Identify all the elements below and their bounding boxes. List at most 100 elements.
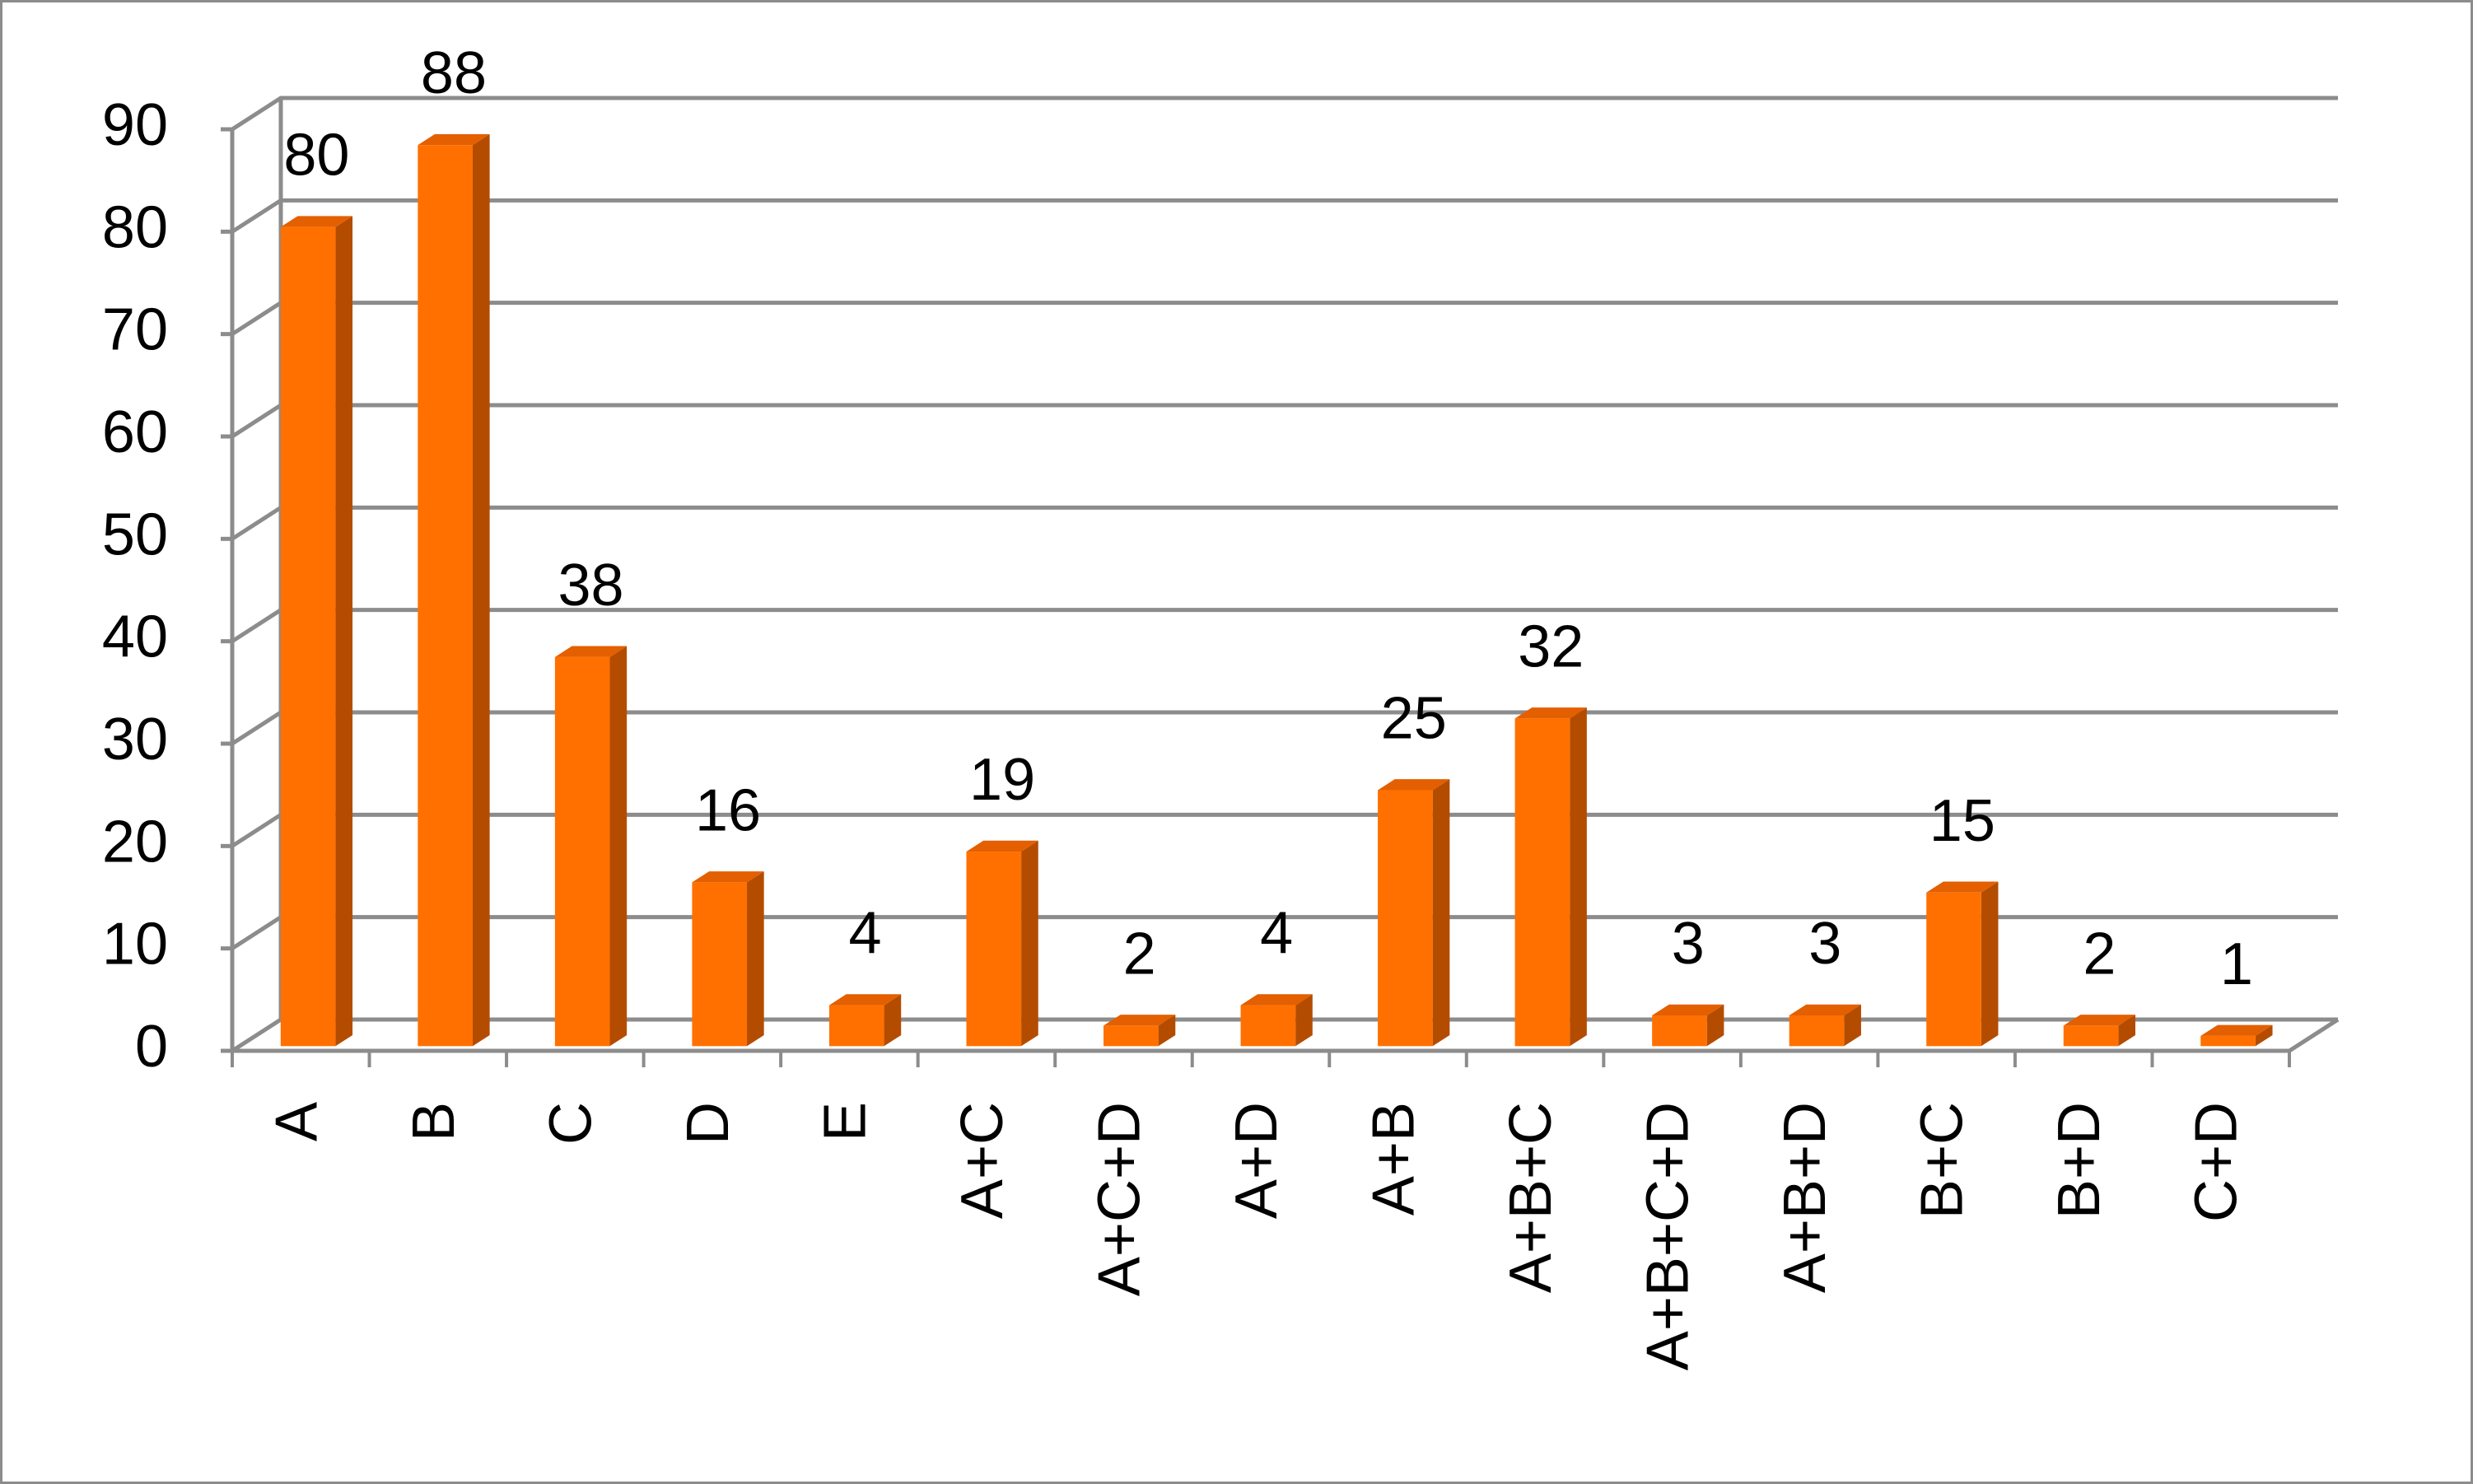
bar-top [692,871,764,883]
bar-side [1158,1015,1176,1047]
bar-side [2118,1015,2136,1047]
bar-side [609,646,628,1047]
bar-front [1104,1025,1159,1047]
bar-top [554,646,628,657]
bar [2200,1024,2273,1047]
bar-top [1514,707,1587,719]
bar-side [884,994,902,1047]
x-tick-label: A [264,1102,329,1141]
bar-front [1926,892,1981,1047]
bar-top [418,133,490,146]
value-label: 4 [1260,901,1293,967]
bar-side [747,871,764,1047]
x-tick-label: D [675,1102,741,1145]
bar [692,871,764,1047]
bar [1104,1015,1176,1047]
bar-front [1378,790,1433,1047]
value-label: 1 [2220,931,2253,997]
value-label: 25 [1381,685,1447,751]
value-label: 19 [969,747,1035,813]
y-tick-label: 50 [102,502,168,567]
value-label: 3 [1672,911,1705,977]
bar-top [1240,994,1313,1006]
bar-top [2200,1024,2273,1036]
grid-line [231,198,2338,234]
y-tick-label: 30 [102,707,168,772]
floor-right-edge [2288,1017,2340,1053]
value-label: 16 [695,777,761,843]
value-label: 2 [1123,921,1156,987]
bar [828,994,902,1047]
value-label: 32 [1518,614,1584,679]
x-tick-label: A+B+C [1498,1102,1564,1293]
bar-side [335,216,353,1047]
bar-front [692,882,748,1047]
bar-front [2200,1035,2256,1047]
value-label: 3 [1808,911,1841,977]
x-tick-label: A+C [950,1102,1015,1219]
bar-top [1378,779,1450,791]
bar-top [1789,1004,1861,1015]
bar [966,840,1038,1047]
bar-top [828,994,902,1006]
value-label: 38 [558,553,623,618]
x-tick-label: B+D [2046,1102,2112,1219]
bar-side [1844,1004,1861,1047]
bar [1926,881,1999,1047]
bar-front [2063,1025,2119,1047]
bar [1378,779,1450,1047]
x-tick-label: A+C+D [1086,1102,1152,1296]
bar [2063,1015,2136,1047]
bar-top [1104,1015,1176,1026]
x-tick-label: C+D [2184,1102,2250,1222]
bar-front [418,145,473,1047]
value-label: 88 [421,40,487,106]
bar-side [1021,840,1038,1047]
bar-front [1240,1005,1296,1047]
x-tick-label: B+C [1910,1102,1976,1219]
x-tick-label: E [812,1102,878,1141]
bar [418,133,490,1047]
bar [1240,994,1313,1047]
bar-top [1652,1004,1724,1015]
bar-top [2063,1015,2136,1026]
bar-side [1981,881,1999,1047]
value-label: 4 [849,901,882,967]
x-tick-label: C [538,1102,604,1145]
bar-side [1570,707,1587,1047]
bar-front [280,226,336,1047]
y-tick-label: 20 [102,809,168,875]
bar-top [966,840,1038,852]
bar [280,216,353,1047]
bar-side [472,133,490,1047]
x-tick-label: A+B+C+D [1635,1102,1701,1370]
y-tick-label: 0 [135,1014,168,1080]
bar-top [280,216,353,227]
bar-side [1432,779,1450,1047]
x-tick-label: B [401,1102,467,1141]
y-tick-label: 60 [102,399,168,465]
x-tick-label: A+D [1224,1102,1290,1219]
value-label: 15 [1929,788,1995,854]
bar-side [1295,994,1313,1047]
bar-side [2255,1024,2273,1047]
bar-front [554,656,610,1047]
bar-side [1706,1004,1724,1047]
bar-front [1789,1015,1845,1047]
y-tick-label: 80 [102,194,168,260]
x-tick-label: A+B [1361,1102,1427,1216]
bar-front [966,852,1022,1047]
bar [1789,1004,1861,1047]
y-tick-label: 10 [102,912,168,978]
bar [1514,707,1587,1047]
value-label: 2 [2083,921,2116,987]
y-tick-label: 70 [102,297,168,363]
bar-front [1652,1015,1707,1047]
bar-front [828,1005,884,1047]
bar-front [1514,718,1570,1047]
bar [554,646,628,1047]
grid-line [231,96,2338,132]
